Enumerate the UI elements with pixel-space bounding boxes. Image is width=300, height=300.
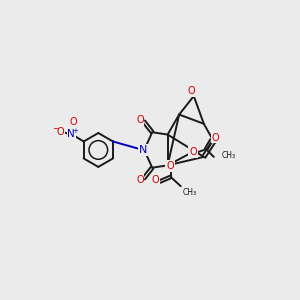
Text: N: N (139, 145, 147, 155)
Text: O: O (152, 175, 159, 185)
Text: CH₃: CH₃ (182, 188, 196, 197)
Text: O: O (189, 147, 197, 157)
Text: O: O (166, 161, 174, 171)
Text: O: O (69, 117, 77, 127)
Text: O: O (136, 115, 144, 125)
Text: −: − (52, 124, 59, 133)
Text: O: O (212, 133, 219, 142)
Text: +: + (72, 128, 78, 134)
Text: O: O (188, 86, 195, 96)
Text: N: N (68, 129, 75, 139)
Text: CH₃: CH₃ (221, 151, 236, 160)
Text: O: O (57, 127, 64, 137)
Text: O: O (136, 175, 144, 185)
